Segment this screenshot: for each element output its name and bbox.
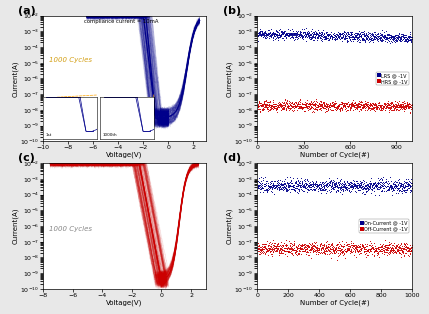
Y-axis label: Current(A): Current(A): [12, 60, 18, 97]
Legend: On-Current @ -1V, Off-Current @ -1V: On-Current @ -1V, Off-Current @ -1V: [359, 219, 409, 233]
Text: (c): (c): [18, 153, 35, 163]
Legend: LRS @ -1V, HRS @ -1V: LRS @ -1V, HRS @ -1V: [376, 72, 409, 85]
Text: compliance current = 10mA: compliance current = 10mA: [84, 19, 158, 24]
Text: (a): (a): [18, 6, 36, 16]
Text: (b): (b): [224, 6, 242, 16]
Text: 1000 Cycles: 1000 Cycles: [49, 57, 92, 63]
X-axis label: Number of Cycle(#): Number of Cycle(#): [300, 300, 369, 306]
X-axis label: Number of Cycle(#): Number of Cycle(#): [300, 152, 369, 158]
Text: (d): (d): [224, 153, 242, 163]
Y-axis label: Current(A): Current(A): [227, 208, 233, 244]
Text: 1000 Cycles: 1000 Cycles: [49, 226, 92, 232]
X-axis label: Voltage(V): Voltage(V): [106, 152, 142, 158]
X-axis label: Voltage(V): Voltage(V): [106, 300, 142, 306]
Y-axis label: Current(A): Current(A): [12, 208, 18, 244]
Y-axis label: Current(A): Current(A): [227, 60, 233, 97]
